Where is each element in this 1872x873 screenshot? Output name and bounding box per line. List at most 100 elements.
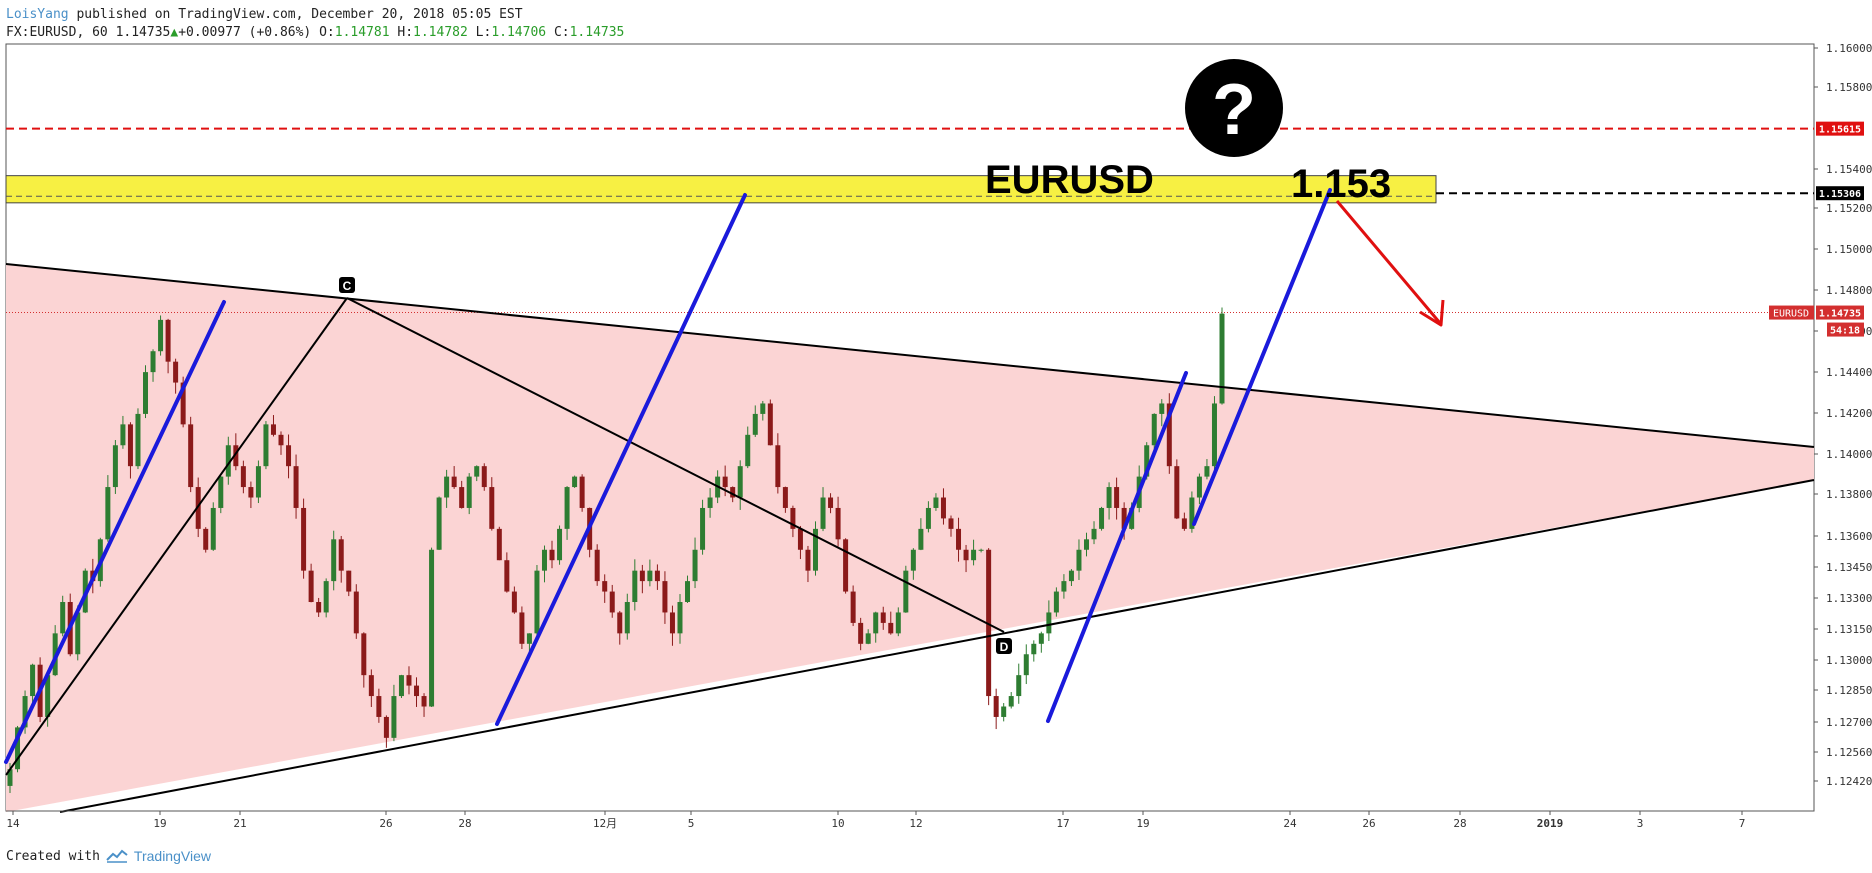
price-tick-label: 1.12850 (1826, 684, 1872, 697)
candle-body (812, 528, 818, 571)
open-label: O: (319, 25, 335, 40)
time-tick-label: 21 (233, 817, 246, 830)
rising-line-to-c (5, 297, 348, 776)
last-price-label: 1.14735 (1819, 309, 1861, 320)
footer: Created with TradingView (6, 848, 211, 864)
candle-body (203, 528, 209, 550)
candle-body (301, 507, 307, 571)
candle-body (504, 560, 510, 592)
price-tick-label: 1.15000 (1826, 243, 1872, 256)
price-tick-label: 1.14200 (1826, 407, 1872, 420)
blue-trendline-4 (1192, 188, 1332, 526)
candle-body (1106, 487, 1112, 508)
candle-body (481, 466, 487, 488)
candle-body (662, 581, 668, 613)
candle-body (278, 434, 284, 446)
resistance-value-label: 1.15615 (1819, 125, 1861, 136)
low-label: L: (475, 25, 492, 40)
candle-body (361, 633, 367, 676)
candle-body (647, 570, 653, 582)
blue-trendline-2 (495, 193, 747, 726)
candle-body (873, 612, 879, 634)
candle-body (805, 549, 811, 571)
price-symbol-badge (1769, 305, 1814, 320)
blue-trendline-1 (4, 300, 226, 764)
candle-body (1083, 539, 1089, 550)
chart-header: LoisYang published on TradingView.com, D… (6, 6, 624, 42)
candle-body (1211, 403, 1217, 467)
candle-body (112, 445, 118, 488)
candle-body (602, 581, 608, 592)
candle-body (474, 466, 480, 477)
candle-body (1219, 313, 1225, 404)
author-link[interactable]: LoisYang (6, 7, 69, 22)
candle-body (127, 424, 133, 467)
candle-body (45, 675, 51, 717)
candle-body (579, 476, 585, 508)
candle-body (210, 507, 216, 550)
time-tick-label: 5 (688, 817, 695, 830)
price-tick-label: 1.12700 (1826, 716, 1872, 729)
price-tick-label: 1.14400 (1826, 366, 1872, 379)
point-c-label: C (343, 279, 352, 293)
price-tick-label: 1.15400 (1826, 163, 1872, 176)
candle-body (850, 591, 856, 623)
candle-body (1181, 518, 1187, 529)
price-axis[interactable]: 1.16000 1.15800 1.15400 1.15200 1.15000 1.148… (1814, 42, 1872, 788)
chart-canvas[interactable]: EURUSD 1.153?CD 1.16000 1.15800 1.15400 1.15… (0, 0, 1872, 845)
candle-body (1159, 403, 1165, 414)
candle-body (519, 612, 525, 644)
candle-body (1008, 696, 1014, 707)
candle-body (105, 487, 111, 540)
triangle-pattern-fill (6, 264, 1814, 812)
foreground-drawings: EURUSD 1.153? C D (4, 59, 1815, 813)
candle-body (858, 622, 864, 644)
price-tick-label: 1.12560 (1826, 746, 1872, 759)
candle-body (1144, 445, 1150, 477)
candle-body (730, 487, 736, 498)
time-axis[interactable]: 14 19 21 26 28 12月 5 10 12 17 19 24 26 28 2019 3 7 (6, 810, 1814, 830)
candle-body (383, 716, 389, 738)
time-tick-label: 3 (1637, 817, 1644, 830)
candle-body (255, 466, 261, 498)
candle-body (624, 602, 630, 634)
last-price-badge (1816, 305, 1864, 320)
candle-body (1114, 487, 1120, 508)
candle-body (173, 361, 179, 383)
candle-body (963, 549, 969, 561)
zone-value-badge (1816, 186, 1864, 201)
candle-body (685, 581, 691, 603)
candle-body (700, 507, 706, 550)
candle-body (240, 466, 246, 488)
price-tick-label: 1.14800 (1826, 284, 1872, 297)
time-tick-label: 19 (1136, 817, 1149, 830)
candle-body (1061, 581, 1067, 592)
candle-body (534, 570, 540, 634)
candle-body (617, 612, 623, 634)
candle-body (692, 549, 698, 582)
candle-body (323, 581, 329, 613)
candle-body (180, 382, 186, 425)
candle-body (22, 696, 28, 728)
time-tick-label: 26 (1362, 817, 1375, 830)
zone-value-label: 1.15306 (1819, 189, 1861, 200)
price-tick-label: 1.16000 (1826, 42, 1872, 55)
candle-body (293, 466, 299, 508)
candle-body (7, 769, 13, 786)
resistance-zone (5, 175, 1437, 204)
high-value: 1.14782 (413, 25, 468, 40)
candle-body (956, 528, 962, 550)
candle-body (549, 549, 555, 561)
candle-body (398, 675, 404, 697)
candle-body (1091, 528, 1097, 540)
symbol-label[interactable]: FX:EURUSD, 60 (6, 25, 108, 40)
candle-body (526, 633, 532, 644)
candle-body (195, 487, 201, 529)
candle-body (421, 696, 427, 707)
candle-body (429, 549, 435, 707)
candle-body (632, 570, 638, 603)
candle-body (1204, 466, 1210, 477)
tradingview-brand[interactable]: TradingView (133, 848, 211, 864)
point-d-label-box (996, 638, 1012, 654)
price-tick-label: 1.15800 (1826, 81, 1872, 94)
